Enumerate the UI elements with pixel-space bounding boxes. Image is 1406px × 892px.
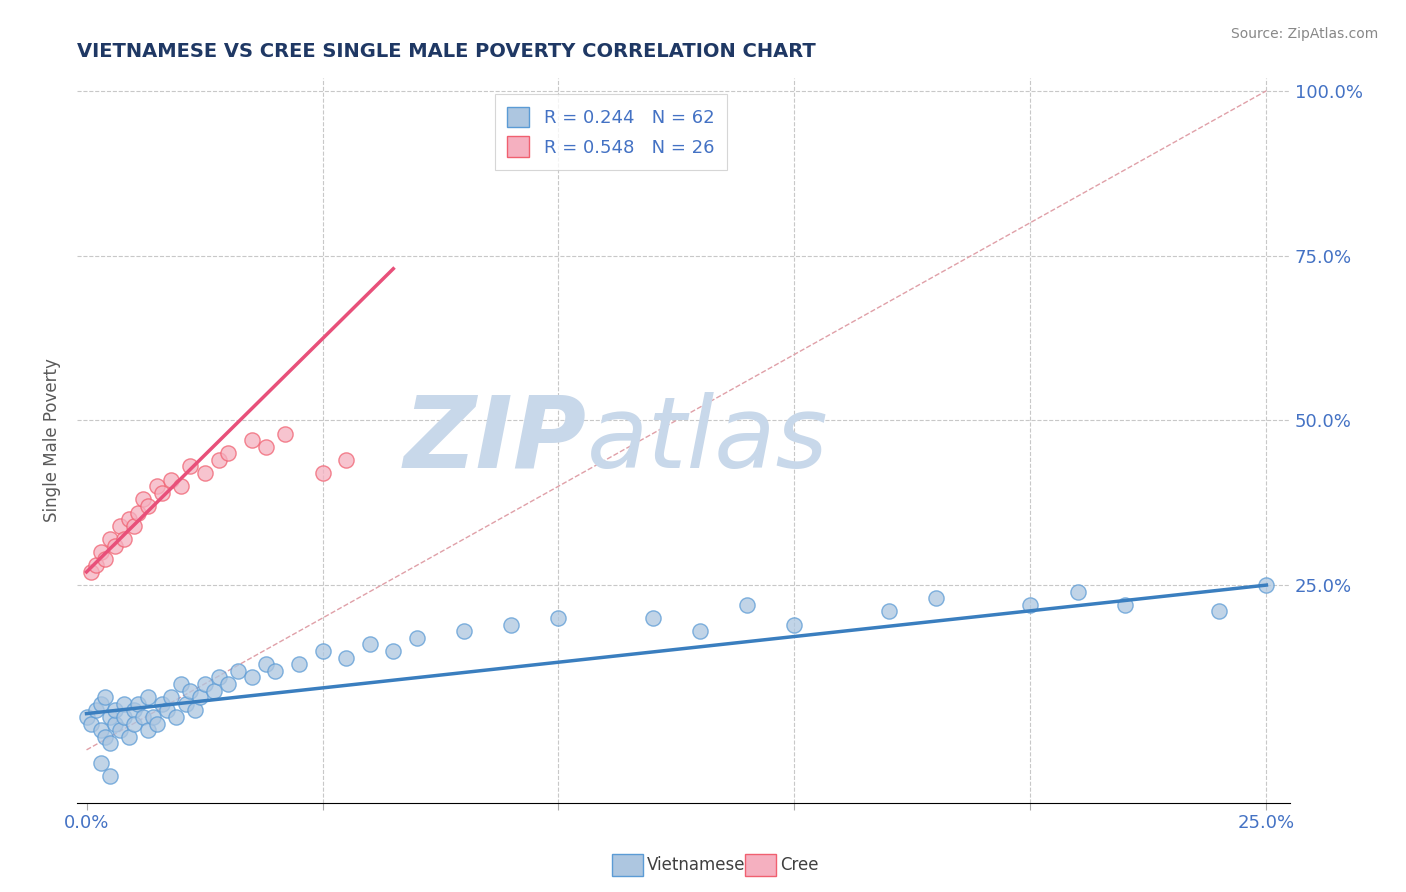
- Text: ZIP: ZIP: [404, 392, 586, 489]
- Point: [689, 624, 711, 639]
- Point: [254, 440, 277, 454]
- Point: [142, 710, 165, 724]
- Point: [208, 670, 231, 684]
- Point: [335, 453, 357, 467]
- Point: [94, 690, 117, 705]
- Point: [453, 624, 475, 639]
- Point: [94, 551, 117, 566]
- Point: [193, 677, 215, 691]
- Point: [240, 670, 263, 684]
- Point: [150, 485, 173, 500]
- Point: [208, 453, 231, 467]
- Text: Cree: Cree: [780, 856, 818, 874]
- Legend: R = 0.244   N = 62, R = 0.548   N = 26: R = 0.244 N = 62, R = 0.548 N = 26: [495, 94, 727, 169]
- Point: [1019, 598, 1042, 612]
- Point: [174, 697, 197, 711]
- Point: [735, 598, 758, 612]
- Point: [112, 710, 135, 724]
- Point: [127, 506, 149, 520]
- Point: [925, 591, 948, 606]
- Point: [188, 690, 211, 705]
- Point: [165, 710, 187, 724]
- Point: [136, 690, 159, 705]
- Point: [160, 690, 183, 705]
- Text: Source: ZipAtlas.com: Source: ZipAtlas.com: [1230, 27, 1378, 41]
- Point: [122, 703, 145, 717]
- Point: [501, 617, 523, 632]
- Point: [98, 736, 121, 750]
- Point: [108, 723, 131, 737]
- Point: [90, 545, 112, 559]
- Point: [112, 532, 135, 546]
- Text: atlas: atlas: [586, 392, 828, 489]
- Text: VIETNAMESE VS CREE SINGLE MALE POVERTY CORRELATION CHART: VIETNAMESE VS CREE SINGLE MALE POVERTY C…: [77, 42, 815, 61]
- Point: [94, 730, 117, 744]
- Point: [108, 518, 131, 533]
- Point: [382, 644, 405, 658]
- Point: [90, 723, 112, 737]
- Point: [76, 710, 98, 724]
- Point: [90, 756, 112, 770]
- Point: [359, 637, 381, 651]
- Point: [184, 703, 207, 717]
- Point: [547, 611, 569, 625]
- Point: [288, 657, 311, 672]
- Point: [84, 703, 107, 717]
- Point: [335, 650, 357, 665]
- Point: [274, 426, 297, 441]
- Point: [104, 716, 127, 731]
- Point: [783, 617, 806, 632]
- Point: [202, 683, 225, 698]
- Point: [1114, 598, 1136, 612]
- Point: [136, 499, 159, 513]
- Point: [254, 657, 277, 672]
- Point: [217, 446, 239, 460]
- Point: [1256, 578, 1278, 592]
- Point: [80, 565, 103, 579]
- Point: [1208, 604, 1230, 618]
- Point: [641, 611, 664, 625]
- Point: [90, 697, 112, 711]
- Point: [179, 683, 201, 698]
- Point: [146, 716, 169, 731]
- Point: [122, 716, 145, 731]
- Point: [156, 703, 179, 717]
- Y-axis label: Single Male Poverty: Single Male Poverty: [44, 359, 60, 522]
- Point: [193, 466, 215, 480]
- Text: Vietnamese: Vietnamese: [647, 856, 745, 874]
- Point: [240, 433, 263, 447]
- Point: [132, 710, 155, 724]
- Point: [217, 677, 239, 691]
- Point: [132, 492, 155, 507]
- Point: [311, 466, 333, 480]
- Point: [104, 539, 127, 553]
- Point: [146, 479, 169, 493]
- Point: [1066, 584, 1088, 599]
- Point: [104, 703, 127, 717]
- Point: [98, 710, 121, 724]
- Point: [112, 697, 135, 711]
- Point: [127, 697, 149, 711]
- Point: [150, 697, 173, 711]
- Point: [406, 631, 429, 645]
- Point: [84, 558, 107, 573]
- Point: [160, 473, 183, 487]
- Point: [877, 604, 900, 618]
- Point: [98, 769, 121, 783]
- Point: [80, 716, 103, 731]
- Point: [98, 532, 121, 546]
- Point: [264, 664, 287, 678]
- Point: [170, 677, 193, 691]
- Point: [118, 730, 141, 744]
- Point: [170, 479, 193, 493]
- Point: [118, 512, 141, 526]
- Point: [179, 459, 201, 474]
- Point: [122, 518, 145, 533]
- Point: [226, 664, 249, 678]
- Point: [311, 644, 333, 658]
- Point: [136, 723, 159, 737]
